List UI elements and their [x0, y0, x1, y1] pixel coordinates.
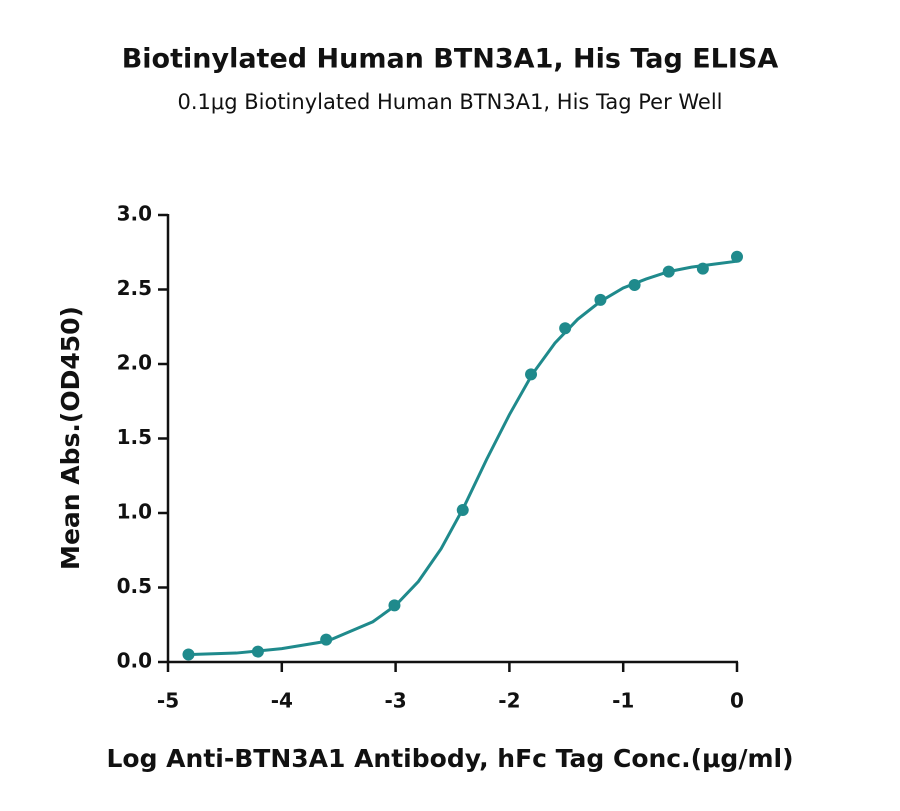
y-tick-label: 2.0: [117, 351, 152, 375]
data-point: [628, 279, 641, 292]
y-tick-label: 1.5: [117, 425, 152, 449]
data-point: [251, 645, 264, 658]
x-tick-label: -4: [271, 689, 293, 713]
data-point: [662, 265, 675, 278]
x-tick-label: -1: [612, 689, 634, 713]
data-point: [696, 262, 709, 275]
data-point: [594, 293, 607, 306]
y-tick-label: 2.5: [117, 276, 152, 300]
chart-title: Biotinylated Human BTN3A1, His Tag ELISA: [122, 44, 779, 75]
data-point: [456, 504, 469, 517]
x-tick-label: -5: [157, 689, 179, 713]
y-tick-label: 0.5: [117, 574, 152, 598]
x-axis-label: Log Anti-BTN3A1 Antibody, hFc Tag Conc.(…: [106, 744, 793, 773]
y-tick-label: 0.0: [117, 649, 152, 673]
y-tick-label: 1.0: [117, 500, 152, 524]
data-point: [525, 368, 538, 381]
fit-curve: [190, 259, 738, 657]
chart-subtitle: 0.1μg Biotinylated Human BTN3A1, His Tag…: [177, 90, 722, 114]
data-point: [388, 599, 401, 612]
x-tick-label: 0: [730, 689, 744, 713]
data-point: [731, 250, 743, 263]
data-point: [182, 648, 195, 661]
y-tick-label: 3.0: [117, 202, 152, 226]
data-point: [320, 633, 333, 646]
y-axis-label: Mean Abs.(OD450): [56, 306, 85, 570]
data-point: [559, 322, 572, 335]
x-tick-label: -2: [498, 689, 520, 713]
x-tick-label: -3: [384, 689, 406, 713]
